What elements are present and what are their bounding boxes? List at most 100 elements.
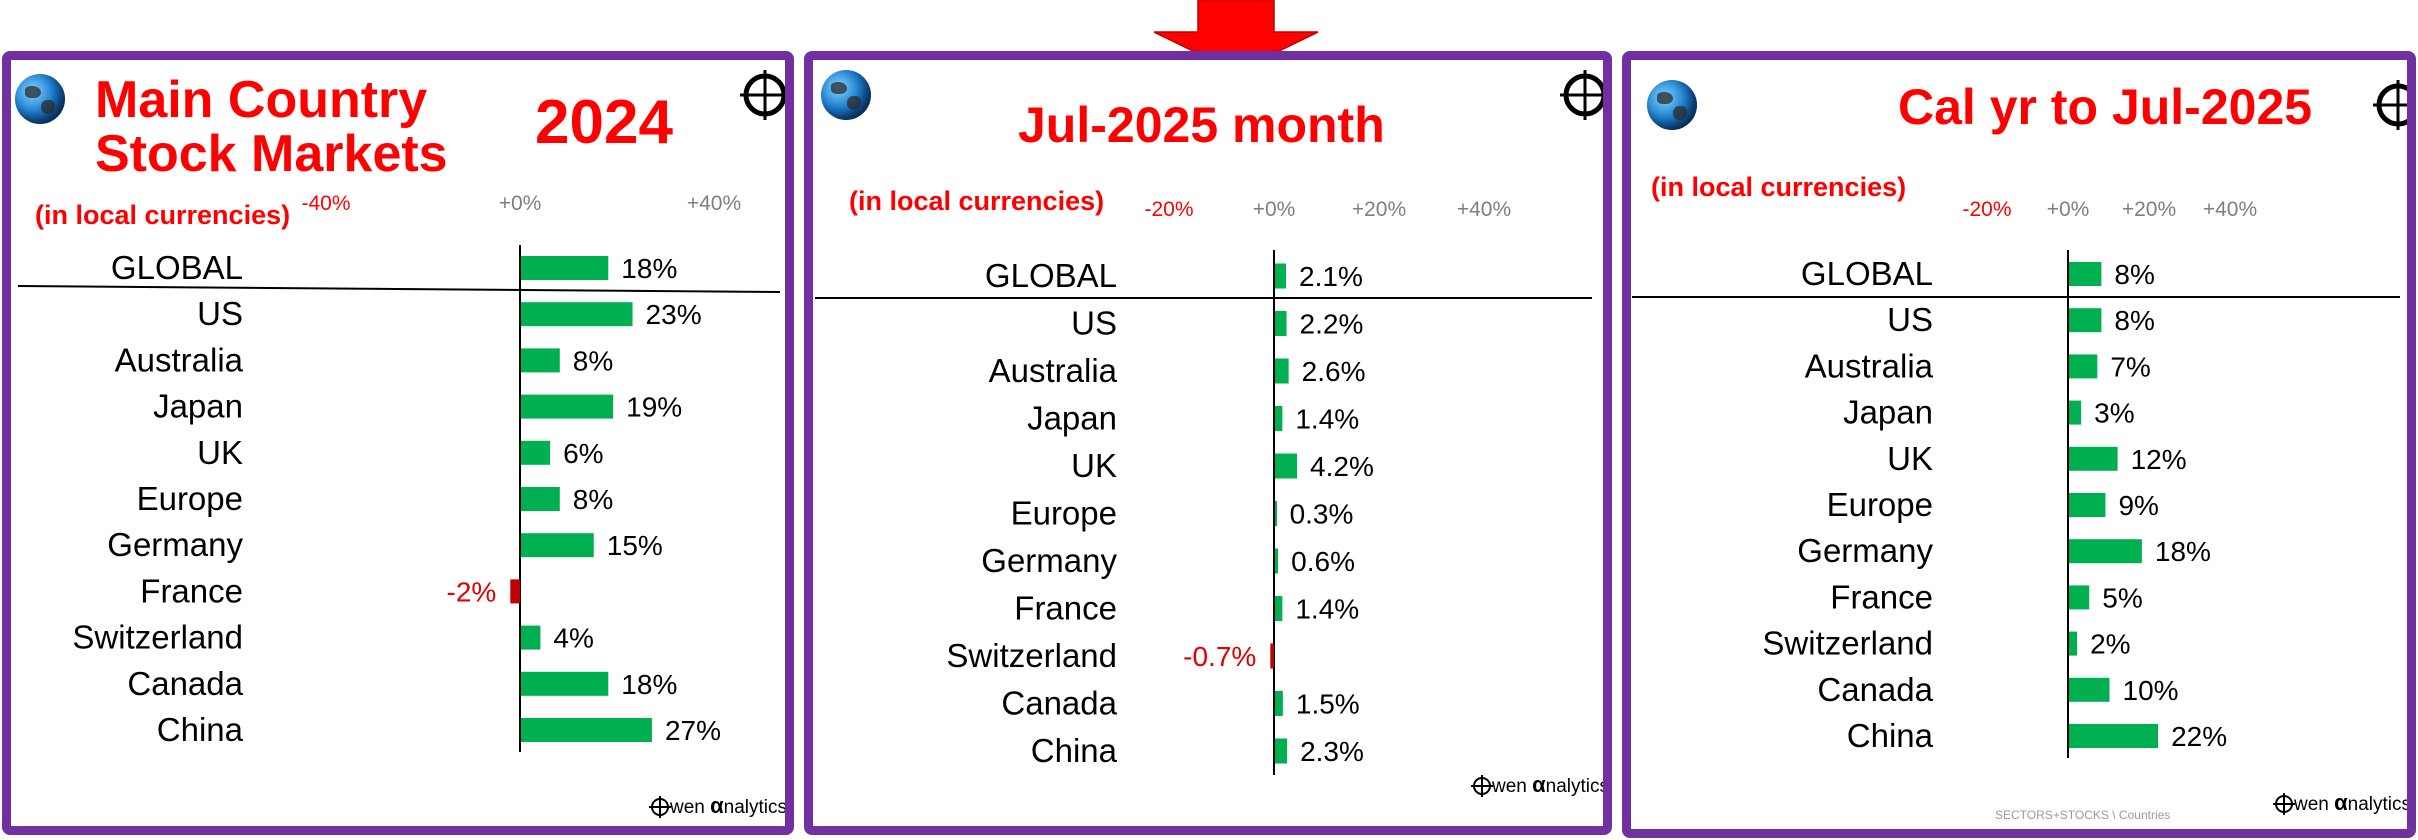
bar xyxy=(2069,262,2102,286)
data-label: 12% xyxy=(2131,444,2187,475)
footer-note: SECTORS+STOCKS \ Countries xyxy=(1995,808,2171,822)
x-tick-label: +40% xyxy=(687,192,741,215)
x-tick-label: +40% xyxy=(2203,198,2257,221)
x-tick-label: +20% xyxy=(2122,198,2176,221)
x-tick-label: -20% xyxy=(1144,198,1193,221)
chart-subtitle: (in local currencies) xyxy=(1651,172,1907,202)
category-label: Canada xyxy=(1001,685,1117,722)
category-label: Switzerland xyxy=(72,619,243,656)
bar xyxy=(521,394,614,419)
panel-2024: Main Country Stock Markets 2024 (in loca… xyxy=(2,51,794,835)
data-label: 3% xyxy=(2094,398,2134,429)
chart-title: Cal yr to Jul-2025 xyxy=(1898,79,2313,135)
data-label: 4% xyxy=(553,623,593,654)
bar xyxy=(2069,631,2078,656)
bar xyxy=(1275,311,1287,336)
data-label: 1.4% xyxy=(1295,404,1359,435)
category-label: UK xyxy=(197,434,243,471)
data-label: 10% xyxy=(2123,675,2179,706)
bar xyxy=(2069,446,2118,471)
bar xyxy=(2069,677,2110,702)
bar xyxy=(510,579,520,604)
category-label: Germany xyxy=(1797,532,1933,569)
data-label: 5% xyxy=(2102,582,2142,613)
data-label: 18% xyxy=(621,253,677,284)
category-label: US xyxy=(197,295,243,332)
global-separator-line xyxy=(17,285,781,293)
bar xyxy=(521,533,594,558)
x-tick-label: -40% xyxy=(301,192,350,215)
data-label: 2.6% xyxy=(1302,356,1366,387)
data-label: 2.1% xyxy=(1299,261,1363,292)
data-label: -2% xyxy=(447,576,497,607)
data-label: 2.3% xyxy=(1300,736,1364,767)
category-label: China xyxy=(1847,717,1934,754)
category-label: US xyxy=(1887,301,1933,338)
bar xyxy=(521,718,652,742)
chart-title: Jul-2025 month xyxy=(1018,97,1385,153)
data-label: 2% xyxy=(2090,629,2130,660)
category-label: France xyxy=(140,572,243,609)
crosshair-icon xyxy=(1560,70,1603,120)
bar xyxy=(521,440,551,465)
data-label: 1.4% xyxy=(1295,594,1359,625)
chart-title-line-2: Stock Markets xyxy=(95,125,448,183)
owen-analytics-logo: wen αnalytics xyxy=(649,793,785,819)
category-label: France xyxy=(1830,578,1933,615)
category-label: Europe xyxy=(1011,495,1117,532)
category-label: China xyxy=(157,711,244,748)
bar xyxy=(2069,308,2102,333)
category-label: UK xyxy=(1887,440,1933,477)
bar xyxy=(521,487,560,511)
category-label: Australia xyxy=(115,341,244,378)
chart-title-year: 2024 xyxy=(535,88,673,157)
category-label: Europe xyxy=(137,480,243,517)
bar xyxy=(521,625,541,650)
category-label: GLOBAL xyxy=(111,249,243,286)
crosshair-icon xyxy=(2373,80,2407,130)
owen-analytics-logo: wen αnalytics xyxy=(2273,790,2407,816)
panel-cal-yr-to-jul-2025: Cal yr to Jul-2025 (in local currencies)… xyxy=(1622,51,2416,838)
category-label: UK xyxy=(1071,447,1117,484)
x-tick-label: +0% xyxy=(2047,198,2090,221)
bar xyxy=(2069,539,2142,564)
data-label: 0.3% xyxy=(1290,499,1354,530)
x-tick-label: +0% xyxy=(1253,198,1296,221)
panel-jul-2025-month: Jul-2025 month (in local currencies) wen… xyxy=(804,51,1612,835)
category-label: Japan xyxy=(1843,394,1933,431)
bar xyxy=(2069,400,2082,425)
category-label: Canada xyxy=(127,665,243,702)
bar xyxy=(1275,263,1287,289)
data-label: 9% xyxy=(2118,490,2158,521)
data-label: 0.6% xyxy=(1291,546,1355,577)
owen-analytics-logo: wen αnalytics xyxy=(1471,772,1603,798)
category-label: GLOBAL xyxy=(1801,255,1933,292)
category-label: Japan xyxy=(153,388,243,425)
category-label: Europe xyxy=(1827,486,1933,523)
data-label: 7% xyxy=(2110,351,2150,382)
data-label: 8% xyxy=(2114,305,2154,336)
bar xyxy=(2069,724,2159,748)
logo-glyph-icon xyxy=(1471,775,1493,797)
bar xyxy=(521,671,609,696)
category-label: Switzerland xyxy=(946,637,1117,674)
bar xyxy=(1275,453,1298,479)
bar xyxy=(1275,358,1289,384)
data-label: 22% xyxy=(2171,721,2227,752)
data-label: 2.2% xyxy=(1300,309,1364,340)
data-label: 15% xyxy=(607,530,663,561)
logo-glyph-icon xyxy=(649,796,671,818)
bar xyxy=(521,256,609,280)
category-label: Australia xyxy=(989,352,1118,389)
category-label: Canada xyxy=(1817,671,1933,708)
category-label: US xyxy=(1071,305,1117,342)
data-label: 8% xyxy=(2114,259,2154,290)
data-label: 19% xyxy=(626,392,682,423)
bar xyxy=(1275,596,1283,621)
data-label: 8% xyxy=(573,345,613,376)
globe-icon xyxy=(1647,80,1697,130)
category-label: Australia xyxy=(1805,347,1934,384)
bar xyxy=(1275,691,1283,716)
